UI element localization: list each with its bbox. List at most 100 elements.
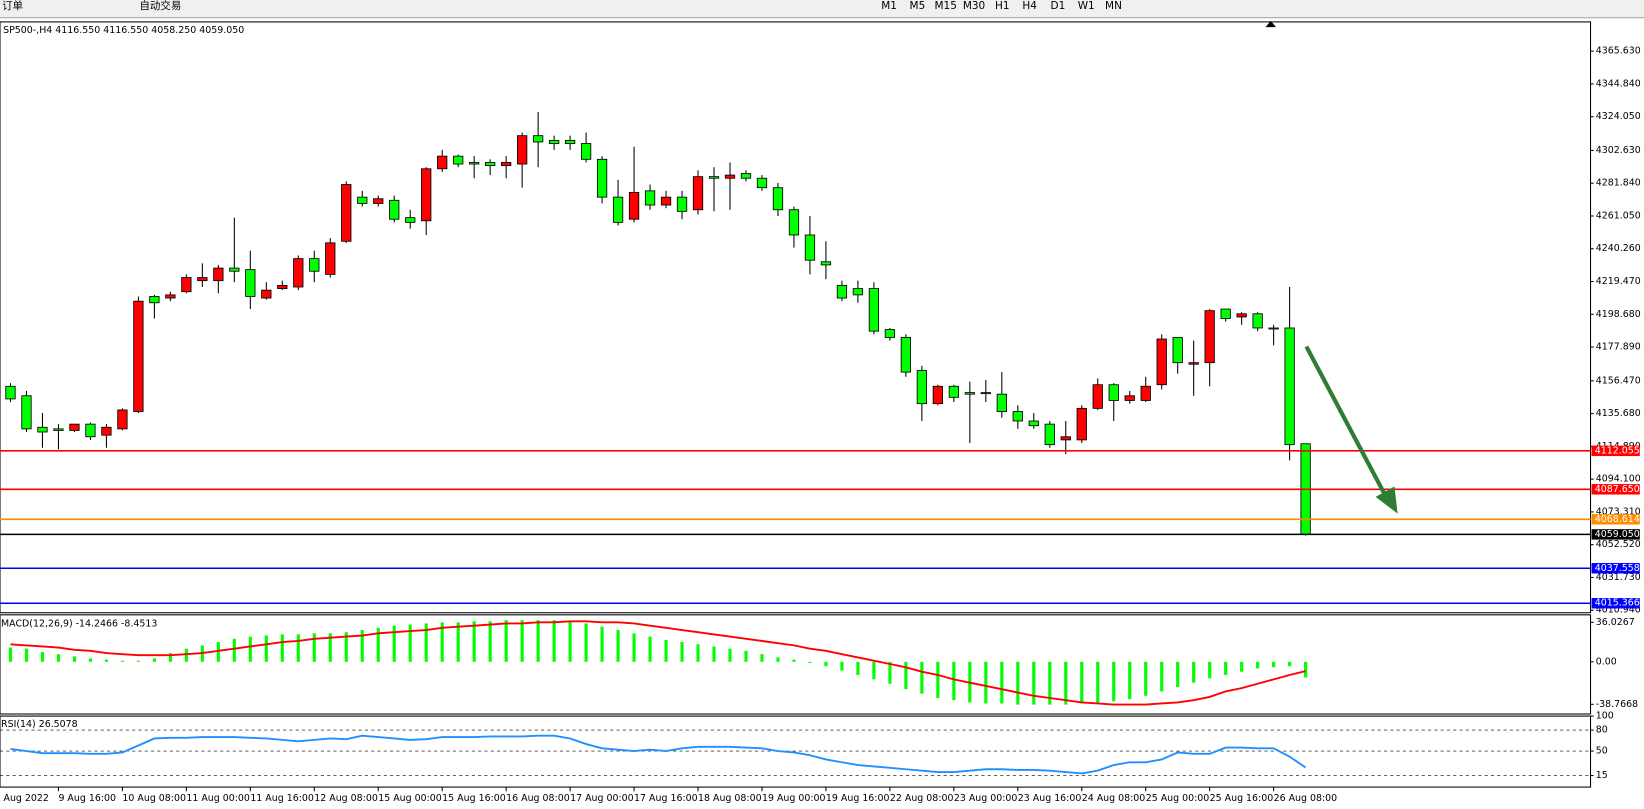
candle-body — [501, 162, 512, 167]
histogram-bar — [440, 622, 444, 662]
histogram-bar — [1016, 661, 1020, 705]
candle-body — [996, 393, 1007, 412]
histogram-bar — [344, 632, 348, 662]
histogram-bar — [1208, 661, 1212, 679]
toolbar-label: M5 — [910, 0, 926, 12]
histogram-bar — [520, 620, 524, 662]
histogram-bar — [1272, 661, 1276, 668]
price-pane — [0, 21, 1592, 614]
shift-marker — [1265, 20, 1276, 28]
toolbar-label: H4 — [1022, 0, 1037, 12]
x-tick-label: 12 Aug 08:00 — [314, 793, 378, 804]
candle-body — [1284, 327, 1295, 446]
candle-body — [980, 392, 991, 395]
arrow-shaft — [1304, 345, 1388, 498]
y-tick-label: 100 — [1596, 711, 1614, 722]
chart-title: SP500-,H4 4116.550 4116.550 4058.250 405… — [3, 25, 244, 36]
y-tick-label: 4031.730 — [1596, 572, 1641, 583]
histogram-bar — [776, 657, 780, 662]
histogram-bar — [1128, 661, 1132, 700]
level-tag-label: 4087.650 — [1595, 484, 1640, 495]
chart-layers: SP500-,H4 4116.550 4116.550 4058.250 405… — [0, 25, 1641, 804]
y-tick-label: 4156.470 — [1596, 375, 1641, 386]
candle-body — [612, 196, 624, 223]
histogram-bar — [504, 620, 508, 662]
indicator-line — [10, 734, 1307, 775]
candle-body — [740, 173, 752, 179]
candle-body — [181, 277, 192, 293]
candle-body — [1172, 337, 1183, 364]
candle-body — [261, 289, 272, 299]
histogram-bar — [1160, 661, 1164, 692]
histogram-bar — [1176, 661, 1180, 688]
histogram-bar — [984, 661, 988, 704]
candle-body — [1124, 395, 1135, 401]
level-tag — [1591, 484, 1640, 495]
candle-body — [788, 209, 800, 236]
y-tick-label: 4177.890 — [1596, 342, 1641, 353]
histogram-bar — [1144, 661, 1148, 696]
candle-body — [852, 288, 864, 296]
pane-title: MACD(12,26,9) -14.2466 -8.4513 — [1, 619, 157, 630]
level-tag — [1591, 529, 1640, 540]
level-tag — [1591, 514, 1640, 525]
candle-body — [213, 267, 224, 282]
candle-body — [517, 135, 528, 165]
candle-body — [1012, 411, 1023, 422]
candle-body — [1076, 407, 1087, 441]
y-tick-label: 4281.840 — [1596, 178, 1641, 189]
y-tick-label: 4365.630 — [1596, 46, 1641, 57]
toolbar-label: M30 — [963, 0, 985, 12]
histogram-bar — [1064, 661, 1068, 705]
x-tick-label: 26 Aug 08:00 — [1274, 793, 1338, 804]
y-tick-label: -38.7668 — [1596, 699, 1638, 710]
histogram-bar — [536, 620, 540, 662]
histogram-bar — [280, 634, 284, 662]
candle-body — [1220, 308, 1231, 319]
candle-body — [405, 217, 416, 223]
x-tick-label: 15 Aug 16:00 — [442, 793, 506, 804]
histogram-bar — [56, 654, 61, 662]
toolbar-label: D1 — [1051, 0, 1066, 12]
y-tick-label: 4240.260 — [1596, 243, 1641, 254]
y-tick-label: 4219.470 — [1596, 276, 1641, 287]
x-tick-label: 23 Aug 00:00 — [954, 793, 1018, 804]
candle-body — [341, 184, 352, 242]
y-tick-label: 4344.840 — [1596, 78, 1641, 89]
histogram-bar — [168, 653, 172, 662]
histogram-bar — [856, 661, 860, 675]
histogram-bar — [216, 642, 220, 662]
toolbar-label: M15 — [935, 0, 957, 12]
candle-body — [772, 187, 784, 211]
x-tick-label: 10 Aug 08:00 — [122, 793, 186, 804]
histogram-bar — [904, 661, 908, 690]
candle-body — [21, 395, 32, 430]
histogram-bar — [1224, 661, 1228, 675]
arrow-head — [1375, 486, 1398, 514]
candle-body — [149, 296, 160, 304]
candle-body — [1060, 436, 1071, 441]
candle-body — [900, 337, 912, 373]
toolbar-label: W1 — [1078, 0, 1095, 12]
y-tick-label: 4198.680 — [1596, 309, 1641, 320]
y-tick-label: 4073.310 — [1596, 506, 1641, 517]
candle-body — [485, 162, 496, 167]
candle-body — [756, 177, 768, 189]
candle-body — [660, 196, 672, 206]
histogram-bar — [712, 646, 716, 662]
histogram-bar — [1240, 661, 1244, 672]
candle-body — [357, 196, 368, 204]
candle-body — [469, 162, 480, 165]
histogram-bar — [472, 621, 476, 662]
candle-body — [644, 190, 656, 206]
y-tick-label: 4094.100 — [1596, 474, 1641, 485]
candle-body — [389, 199, 400, 220]
histogram-bar — [1112, 661, 1116, 702]
histogram-bar — [248, 636, 252, 662]
histogram-bar — [616, 630, 620, 662]
x-tick-label: 24 Aug 08:00 — [1082, 793, 1146, 804]
histogram-bar — [744, 650, 748, 662]
histogram-bar — [1096, 661, 1100, 703]
candle-body — [197, 277, 208, 282]
